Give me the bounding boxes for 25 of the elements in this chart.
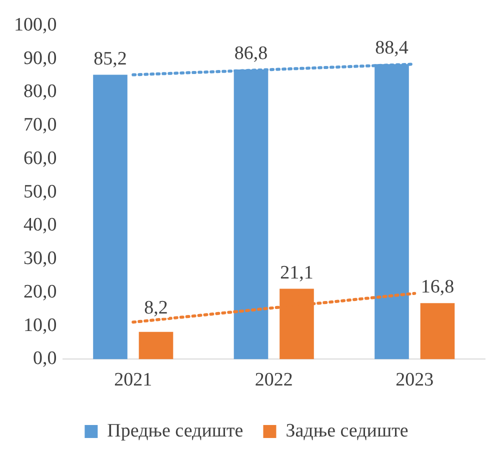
bar bbox=[138, 332, 174, 360]
x-tick-label: 2022 bbox=[254, 370, 293, 391]
x-tick-label: 2021 bbox=[114, 370, 152, 391]
data-label: 88,4 bbox=[375, 38, 409, 59]
y-tick-label: 40,0 bbox=[24, 214, 57, 236]
legend-label: Предње седиште bbox=[107, 420, 244, 442]
y-tick-label: 10,0 bbox=[24, 314, 57, 336]
bar bbox=[420, 303, 455, 360]
data-label: 86,8 bbox=[234, 42, 268, 64]
y-tick-label: 30,0 bbox=[24, 248, 57, 270]
y-tick-label: 90,0 bbox=[24, 48, 57, 69]
y-tick-label: 100,0 bbox=[14, 14, 57, 36]
y-tick-label: 80,0 bbox=[24, 81, 57, 102]
y-tick-label: 20,0 bbox=[24, 281, 57, 302]
data-label: 85,2 bbox=[94, 48, 127, 70]
data-label: 16,8 bbox=[420, 276, 454, 298]
bar bbox=[93, 74, 128, 360]
y-tick-label: 50,0 bbox=[24, 181, 57, 202]
data-label: 21,1 bbox=[280, 262, 314, 284]
y-tick-label: 70,0 bbox=[24, 114, 57, 136]
y-tick-label: 0,0 bbox=[33, 348, 57, 370]
data-label: 8,2 bbox=[144, 297, 168, 318]
legend-label: Задње седиште bbox=[286, 420, 408, 442]
y-tick-label: 60,0 bbox=[24, 148, 57, 169]
x-tick-label: 2023 bbox=[396, 370, 434, 391]
